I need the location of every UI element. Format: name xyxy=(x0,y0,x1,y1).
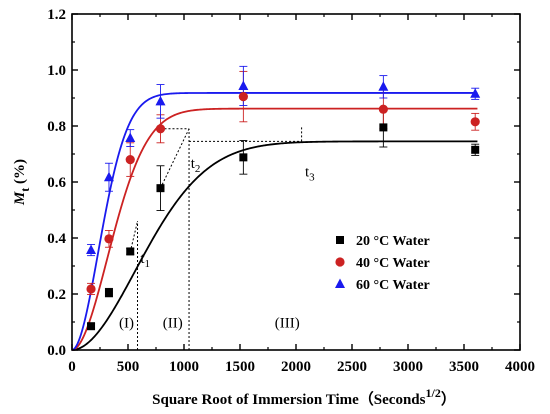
legend: 20 °C Water 40 °C Water 60 °C Water xyxy=(335,234,430,293)
annotation-sub: 1 xyxy=(144,258,150,270)
fit-curve xyxy=(71,140,478,351)
x-tick-label: 3500 xyxy=(449,359,479,375)
fit-curve xyxy=(71,107,478,351)
data-point-circle xyxy=(238,92,248,102)
data-point-circle xyxy=(104,234,114,244)
data-point-square xyxy=(156,184,165,193)
y-tick-label: 0.6 xyxy=(47,175,66,191)
y-tick-label: 0.2 xyxy=(47,287,66,303)
data-point-triangle xyxy=(238,80,249,90)
data-point-triangle xyxy=(378,81,389,91)
fit-curve xyxy=(71,92,478,351)
x-tick-label: 3000 xyxy=(393,359,423,375)
data-point-square xyxy=(87,322,96,331)
axis-ticks: 0 500 1000 1500 2000 2500 3000 3500 4000 0.0 0.2 0.… xyxy=(47,7,535,375)
data-point-square xyxy=(104,288,113,297)
data-point-square xyxy=(471,145,480,154)
x-tick-label: 2000 xyxy=(281,359,311,375)
x-tick-label: 1000 xyxy=(169,359,199,375)
guide-lines xyxy=(129,126,303,350)
x-tick-label: 500 xyxy=(117,359,140,375)
x-tick-label: 2500 xyxy=(337,359,367,375)
data-point-triangle xyxy=(470,88,481,98)
y-tick-label: 0.4 xyxy=(47,231,66,247)
annotation-sub: 2 xyxy=(195,163,201,175)
y-tick-label: 0.0 xyxy=(47,343,66,359)
annotation-label: t xyxy=(140,251,145,267)
y-axis-title-main: M xyxy=(12,191,28,206)
annotation-label: t xyxy=(305,164,310,180)
data-points xyxy=(86,80,481,331)
data-point-circle xyxy=(86,284,96,294)
data-point-triangle xyxy=(125,132,136,143)
legend-label: 20 °C Water xyxy=(356,234,430,249)
data-point-square xyxy=(126,247,135,256)
data-point-circle xyxy=(155,124,166,134)
annotation-t2: t2 xyxy=(191,156,201,175)
plot-frame xyxy=(71,13,521,351)
data-point-square xyxy=(379,123,388,132)
fit-curves xyxy=(71,92,478,351)
guide-t1-tangent xyxy=(129,221,139,253)
legend-marker-square xyxy=(336,236,344,244)
legend-marker-circle xyxy=(335,257,345,267)
data-point-circle xyxy=(378,104,388,114)
data-point-circle xyxy=(470,117,480,127)
x-tick-label: 1500 xyxy=(225,359,255,375)
annotation-t1: t1 xyxy=(140,251,150,270)
annotation-sub: 3 xyxy=(309,171,315,183)
data-point-circle xyxy=(125,155,135,165)
y-axis-title-sub: t xyxy=(18,188,32,192)
x-axis-title: Square Root of Immersion Time（Seconds1/2… xyxy=(152,386,456,408)
legend-label: 60 °C Water xyxy=(356,278,430,293)
x-axis-title-sup: 1/2 xyxy=(426,386,441,400)
legend-marker-triangle xyxy=(335,278,345,288)
region-label: (III) xyxy=(275,316,300,332)
region-label: (II) xyxy=(163,316,183,332)
x-axis-title-main: Square Root of Immersion Time（Seconds xyxy=(152,390,426,408)
data-point-square xyxy=(239,153,248,162)
data-point-triangle xyxy=(155,95,166,106)
annotation-t3: t3 xyxy=(305,164,315,183)
annotation-label: t xyxy=(191,156,196,172)
x-tick-label: 4000 xyxy=(505,359,535,375)
legend-label: 40 °C Water xyxy=(356,256,430,271)
x-tick-label: 0 xyxy=(68,359,76,375)
y-axis-title: Mt (%) xyxy=(12,159,32,206)
y-tick-label: 1.2 xyxy=(47,7,66,23)
region-label: (I) xyxy=(119,316,134,332)
y-tick-label: 1.0 xyxy=(47,63,66,79)
data-point-triangle xyxy=(86,244,97,255)
x-axis-title-close: ） xyxy=(441,390,456,408)
y-axis-title-unit: (%) xyxy=(12,159,28,188)
data-point-triangle xyxy=(103,171,114,182)
y-tick-label: 0.8 xyxy=(47,119,66,135)
guide-t2-tangent xyxy=(160,128,190,189)
